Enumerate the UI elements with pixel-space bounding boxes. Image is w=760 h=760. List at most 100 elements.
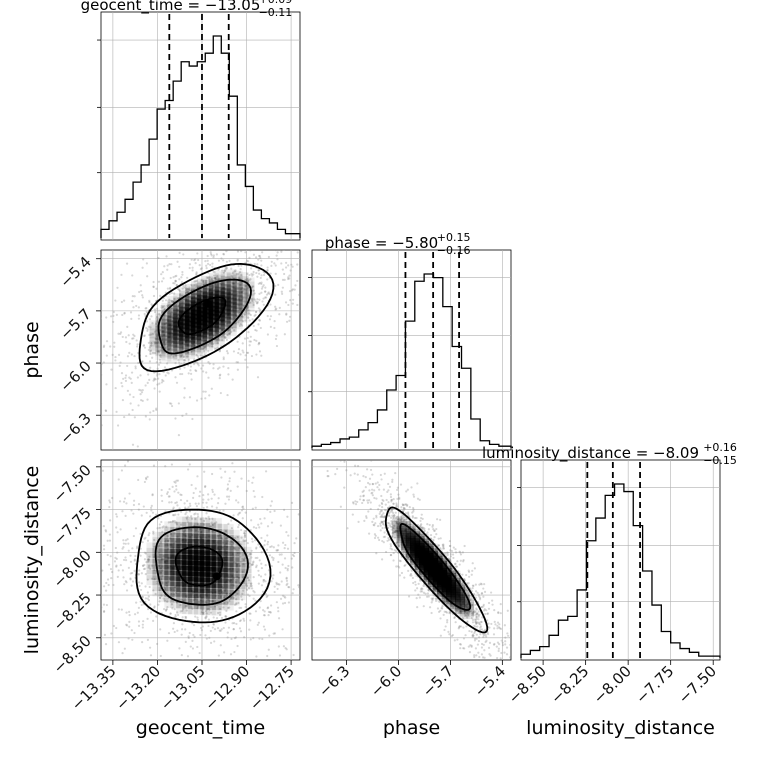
- sample-point: [427, 582, 430, 585]
- sample-point: [193, 280, 196, 283]
- sample-point: [393, 549, 396, 552]
- sample-point: [243, 636, 246, 639]
- sample-point: [458, 563, 461, 566]
- sample-point: [454, 572, 457, 575]
- sample-point: [443, 600, 446, 604]
- sample-point: [238, 551, 242, 554]
- sample-point: [373, 524, 376, 527]
- sample-point: [253, 495, 256, 498]
- density-cell: [194, 544, 205, 555]
- sample-point: [412, 581, 415, 585]
- density-cell: [149, 340, 160, 351]
- sample-point: [129, 402, 132, 405]
- density-cell: [161, 327, 172, 338]
- sample-point: [231, 282, 235, 285]
- sample-point: [405, 555, 408, 558]
- sample-point: [211, 490, 214, 493]
- sample-point: [333, 214, 335, 216]
- sample-point: [163, 308, 166, 311]
- sample-point: [192, 491, 195, 495]
- sample-point: [212, 622, 215, 626]
- sample-point: [428, 542, 432, 546]
- density-cell: [226, 313, 237, 324]
- sample-point: [138, 569, 141, 572]
- sample-point: [219, 589, 222, 592]
- sample-point: [238, 619, 242, 623]
- sample-point: [190, 297, 193, 300]
- sample-point: [163, 560, 167, 564]
- sample-point: [383, 508, 386, 511]
- sample-point: [216, 290, 219, 293]
- sample-point: [273, 632, 276, 635]
- sample-point: [409, 547, 412, 550]
- sample-point: [368, 499, 371, 502]
- density-cell: [223, 551, 234, 562]
- sample-point: [260, 281, 263, 284]
- sample-point: [104, 643, 108, 646]
- sample-point: [490, 661, 492, 663]
- sample-point: [199, 626, 203, 630]
- sample-point: [153, 568, 156, 572]
- sample-point: [398, 497, 401, 500]
- sample-point: [156, 374, 159, 377]
- sample-point: [101, 313, 102, 315]
- sample-point: [176, 504, 179, 507]
- density-cell: [170, 538, 181, 549]
- sample-point: [124, 336, 128, 339]
- sample-point: [249, 612, 252, 615]
- sample-point: [233, 470, 236, 473]
- sample-point: [231, 553, 235, 556]
- sample-point: [254, 328, 257, 332]
- sample-point: [483, 608, 486, 611]
- sample-point: [110, 577, 113, 580]
- sample-point: [411, 511, 414, 514]
- sample-point: [416, 587, 419, 590]
- sample-point: [453, 563, 457, 566]
- density-cell: [199, 594, 210, 605]
- sample-point: [167, 580, 170, 583]
- sample-point: [505, 653, 509, 656]
- sample-point: [375, 497, 378, 500]
- sample-point: [237, 523, 240, 526]
- sample-point: [453, 595, 456, 598]
- sample-point: [388, 524, 391, 527]
- sample-point: [85, 330, 87, 332]
- density-cell: [176, 560, 187, 571]
- sample-point: [261, 285, 264, 288]
- sample-point: [181, 609, 184, 613]
- sample-point: [422, 605, 425, 608]
- sample-point: [480, 605, 483, 609]
- sample-point: [183, 366, 186, 369]
- sample-point: [222, 602, 225, 605]
- sample-point: [448, 595, 451, 599]
- sample-point: [171, 514, 175, 517]
- sample-point: [463, 578, 466, 581]
- sample-point: [174, 586, 177, 589]
- sample-point: [449, 555, 453, 558]
- sample-point: [201, 334, 205, 337]
- sample-point: [353, 472, 356, 475]
- density-cell: [179, 347, 190, 358]
- sample-point: [131, 443, 135, 446]
- sample-point: [431, 597, 434, 601]
- sample-point: [226, 393, 229, 397]
- sample-point: [199, 354, 202, 357]
- sample-point: [221, 591, 224, 594]
- density-cell: [205, 539, 216, 550]
- sample-point: [471, 621, 475, 624]
- density-cell: [196, 286, 207, 297]
- sample-point: [238, 564, 242, 567]
- sample-point: [493, 627, 496, 630]
- sample-point: [497, 649, 500, 653]
- sample-point: [411, 515, 414, 518]
- density-cell: [176, 521, 187, 532]
- sample-point: [145, 702, 147, 704]
- sample-point: [125, 502, 128, 505]
- histogram-luminosity_distance: [520, 483, 721, 658]
- sample-point: [126, 538, 129, 541]
- density-cell: [152, 575, 163, 586]
- sample-point: [392, 511, 395, 515]
- sample-point: [446, 551, 449, 554]
- sample-point: [193, 344, 197, 347]
- sample-point: [268, 554, 272, 557]
